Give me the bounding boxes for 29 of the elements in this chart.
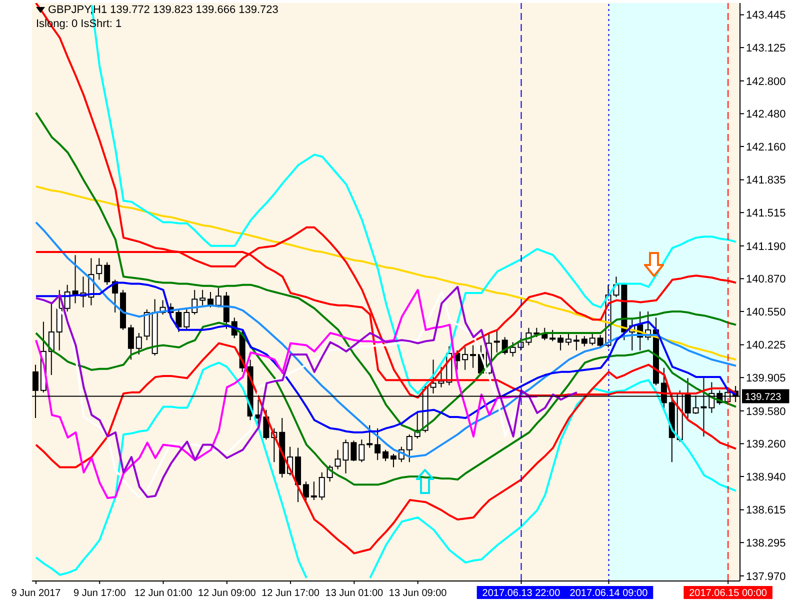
- y-tick-label: 143.445: [746, 10, 786, 22]
- y-tick-label: 141.515: [746, 207, 786, 220]
- y-tick-label: 141.190: [746, 240, 786, 253]
- y-tick-label: 139.580: [746, 406, 786, 418]
- y-tick-label: 141.835: [746, 174, 786, 187]
- ref-line-label: 139.723: [745, 392, 782, 404]
- y-tick-label: 138.615: [746, 504, 786, 517]
- x-tick-label: 13 Jun 01:00: [325, 588, 384, 599]
- y-tick-label: 142.800: [746, 76, 786, 88]
- x-tick-label: 9 Jun 2017: [11, 588, 62, 599]
- x-tick-label: 2017.06.13 22:00: [482, 588, 561, 599]
- y-tick-label: 140.225: [746, 340, 786, 352]
- y-tick-label: 142.480: [746, 108, 786, 121]
- x-tick-label: 2017.06.15 00:00: [689, 588, 768, 599]
- y-tick-label: 138.295: [746, 537, 786, 550]
- y-tick-label: 140.550: [746, 306, 786, 318]
- x-tick-label: 2017.06.14 09:00: [570, 588, 648, 599]
- x-tick-label: 12 Jun 17:00: [262, 588, 320, 599]
- y-tick-label: 142.160: [746, 141, 786, 154]
- x-tick-label: 12 Jun 09:00: [198, 588, 256, 599]
- y-tick-label: 143.125: [746, 42, 786, 54]
- y-tick-label: 137.970: [746, 570, 786, 583]
- x-tick-label: 13 Jun 09:00: [388, 588, 448, 599]
- y-tick-label: 139.905: [746, 372, 786, 384]
- y-tick-label: 139.260: [746, 438, 786, 451]
- y-tick-label: 138.940: [746, 471, 786, 484]
- x-tick-label: 12 Jun 01:00: [134, 588, 193, 599]
- y-tick-label: 140.870: [746, 274, 786, 286]
- x-tick-label: 9 Jun 17:00: [73, 588, 126, 599]
